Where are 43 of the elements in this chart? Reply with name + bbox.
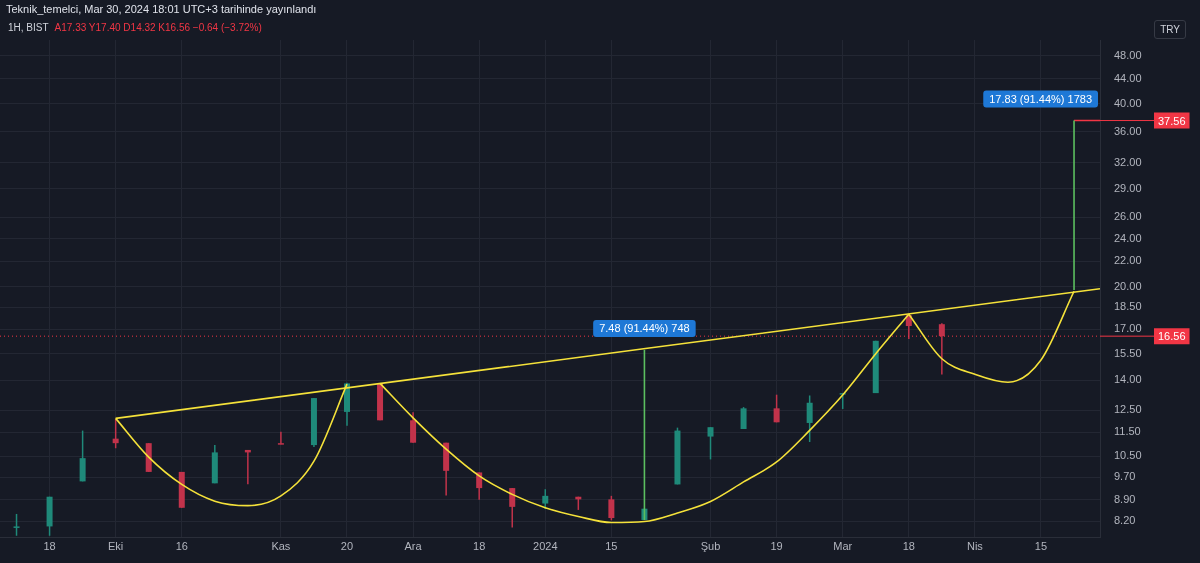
y-tick-label: 9.70 [1114, 470, 1136, 483]
x-tick-label: 15 [605, 540, 618, 553]
x-tick-label: 2024 [533, 540, 558, 553]
y-tick-label: 8.20 [1114, 514, 1136, 527]
x-tick-label: 20 [340, 540, 354, 553]
x-tick-label: Kas [271, 540, 291, 553]
annotation: 7.48 (91.44%) 748 [599, 321, 690, 334]
x-tick-label: Eki [108, 540, 124, 553]
y-tick-label: 20.00 [1114, 279, 1142, 292]
x-tick-label: 19 [770, 540, 783, 553]
y-tick-label: 26.00 [1114, 210, 1142, 223]
y-tick-label: 22.00 [1114, 254, 1142, 267]
y-tick-label: 40.00 [1114, 97, 1142, 109]
x-tick-label: Nis [966, 540, 984, 553]
x-tick-label: Şub [700, 540, 721, 553]
x-tick-label: Ara [404, 540, 423, 553]
y-tick-label: 18.50 [1114, 300, 1142, 313]
y-tick-label: 29.00 [1114, 181, 1142, 194]
ref-line-label: 16.56 [1158, 330, 1186, 343]
annotation: 17.83 (91.44%) 1783 [989, 92, 1092, 105]
text: TRY [1154, 20, 1186, 39]
x-tick-label: 18 [473, 540, 486, 553]
text: Teknik_temelci, Mar 30, 2024 18:01 UTC+3 tarihinde yayınlandı [6, 3, 317, 15]
y-tick-label: 12.50 [1114, 403, 1142, 416]
y-tick-label: 32.00 [1114, 155, 1142, 168]
y-tick-label: 15.50 [1114, 346, 1142, 359]
y-tick-label: 10.50 [1114, 449, 1142, 462]
y-tick-label: 48.00 [1114, 48, 1142, 61]
y-tick-label: 17.00 [1114, 322, 1142, 335]
y-tick-label: 44.00 [1114, 71, 1142, 84]
y-tick-label: 14.00 [1114, 373, 1142, 386]
x-tick-label: 15 [1034, 540, 1048, 553]
x-tick-label: 18 [43, 540, 56, 553]
chart-title: 1H, BIST [8, 22, 49, 33]
x-tick-label: 16 [175, 540, 188, 553]
chart-subtitle: A17.33 Y17.40 D14.32 K16.56 −0.64 (−3.72%) [54, 22, 262, 33]
x-tick-label: 18 [902, 540, 915, 553]
y-tick-label: 11.50 [1114, 425, 1141, 438]
y-tick-label: 36.00 [1114, 124, 1142, 137]
y-tick-label: 8.90 [1114, 492, 1136, 505]
x-tick-label: Mar [833, 540, 853, 553]
data-label: 37.56 [1158, 114, 1186, 127]
y-tick-label: 24.00 [1114, 231, 1142, 244]
